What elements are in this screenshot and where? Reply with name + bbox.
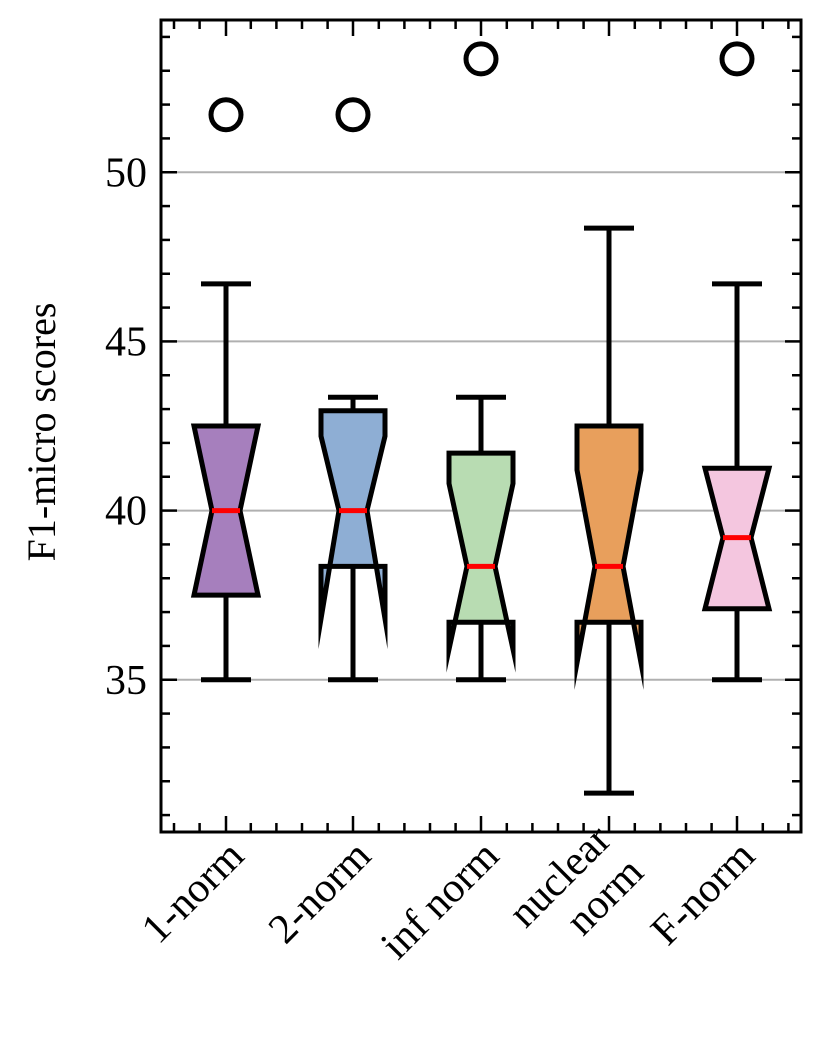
x-tick-label: F-norm bbox=[642, 832, 764, 954]
y-axis-label: F1-micro scores bbox=[19, 303, 64, 562]
box-2-norm bbox=[318, 97, 388, 683]
x-tick-label-line: 1-norm bbox=[133, 832, 253, 952]
outlier-point bbox=[208, 97, 244, 133]
box-inf-norm bbox=[446, 41, 516, 683]
x-tick-label: nuclearnorm bbox=[500, 816, 653, 969]
outlier-point bbox=[335, 97, 371, 133]
y-tick-label: 40 bbox=[105, 489, 147, 535]
x-tick-label: inf norm bbox=[372, 832, 508, 968]
notched-box bbox=[318, 408, 388, 650]
notched-box bbox=[574, 423, 644, 690]
box-nuclear-norm bbox=[574, 225, 644, 796]
x-tick-label-line: inf norm bbox=[372, 832, 508, 968]
y-tick-label: 45 bbox=[105, 319, 147, 365]
x-tick-label: 1-norm bbox=[133, 832, 253, 952]
notched-box bbox=[446, 450, 516, 673]
y-tick-label: 35 bbox=[105, 658, 147, 704]
x-tick-label-line: F-norm bbox=[642, 832, 764, 954]
outlier-point bbox=[719, 41, 755, 77]
x-tick-label-line: 2-norm bbox=[260, 832, 380, 952]
box-1-norm bbox=[190, 97, 262, 683]
y-axis-ticks: 35 40 45 50 bbox=[105, 35, 801, 817]
outlier-point bbox=[463, 41, 499, 77]
y-tick-label: 50 bbox=[105, 150, 147, 196]
x-tick-label: 2-norm bbox=[260, 832, 380, 952]
box-F-norm bbox=[701, 41, 773, 683]
box-series bbox=[190, 41, 773, 796]
